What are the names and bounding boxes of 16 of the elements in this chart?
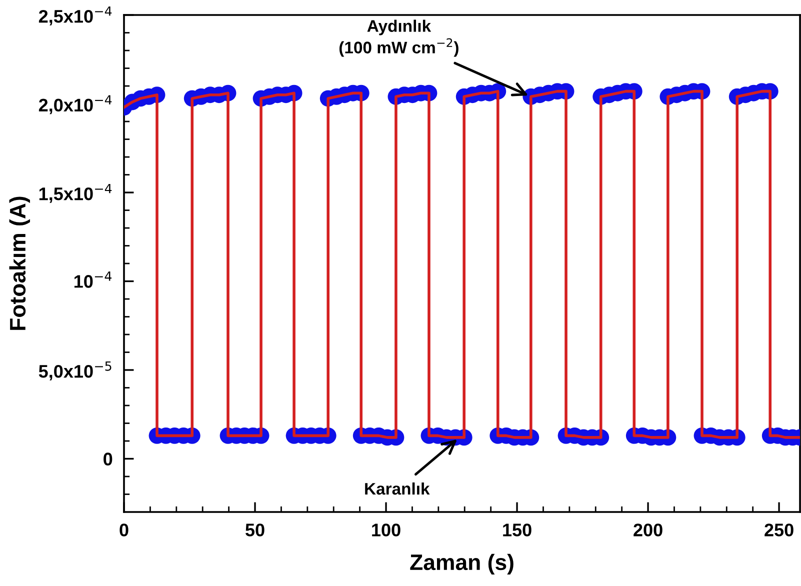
annotation: Aydınlık (100 mW cm$^{−2}$) <box>339 20 458 57</box>
y-axis-title: Fotoakım (A) <box>9 196 30 330</box>
annotation: Karanlık <box>365 482 430 495</box>
x-tick-label: 100 <box>372 524 400 536</box>
x-tick-label: 50 <box>246 524 264 536</box>
y-tick-label: 0 <box>104 452 112 466</box>
y-tick-label: 5,0x10$^{−5}$ <box>38 361 112 380</box>
y-tick-label: 2,5x10$^{−4}$ <box>38 6 112 26</box>
x-tick-label: 0 <box>120 524 128 536</box>
y-tick-label: 10$^{−4}$ <box>74 272 112 288</box>
x-tick-label: 250 <box>764 524 794 536</box>
y-tick-label: 1,5x10$^{−4}$ <box>39 184 112 203</box>
x-tick-label: 200 <box>634 524 662 536</box>
y-tick-label: 2,0x10$^{−4}$ <box>38 95 112 114</box>
x-tick-label: 150 <box>503 524 532 536</box>
x-axis-title: Zaman (s) <box>410 554 514 575</box>
